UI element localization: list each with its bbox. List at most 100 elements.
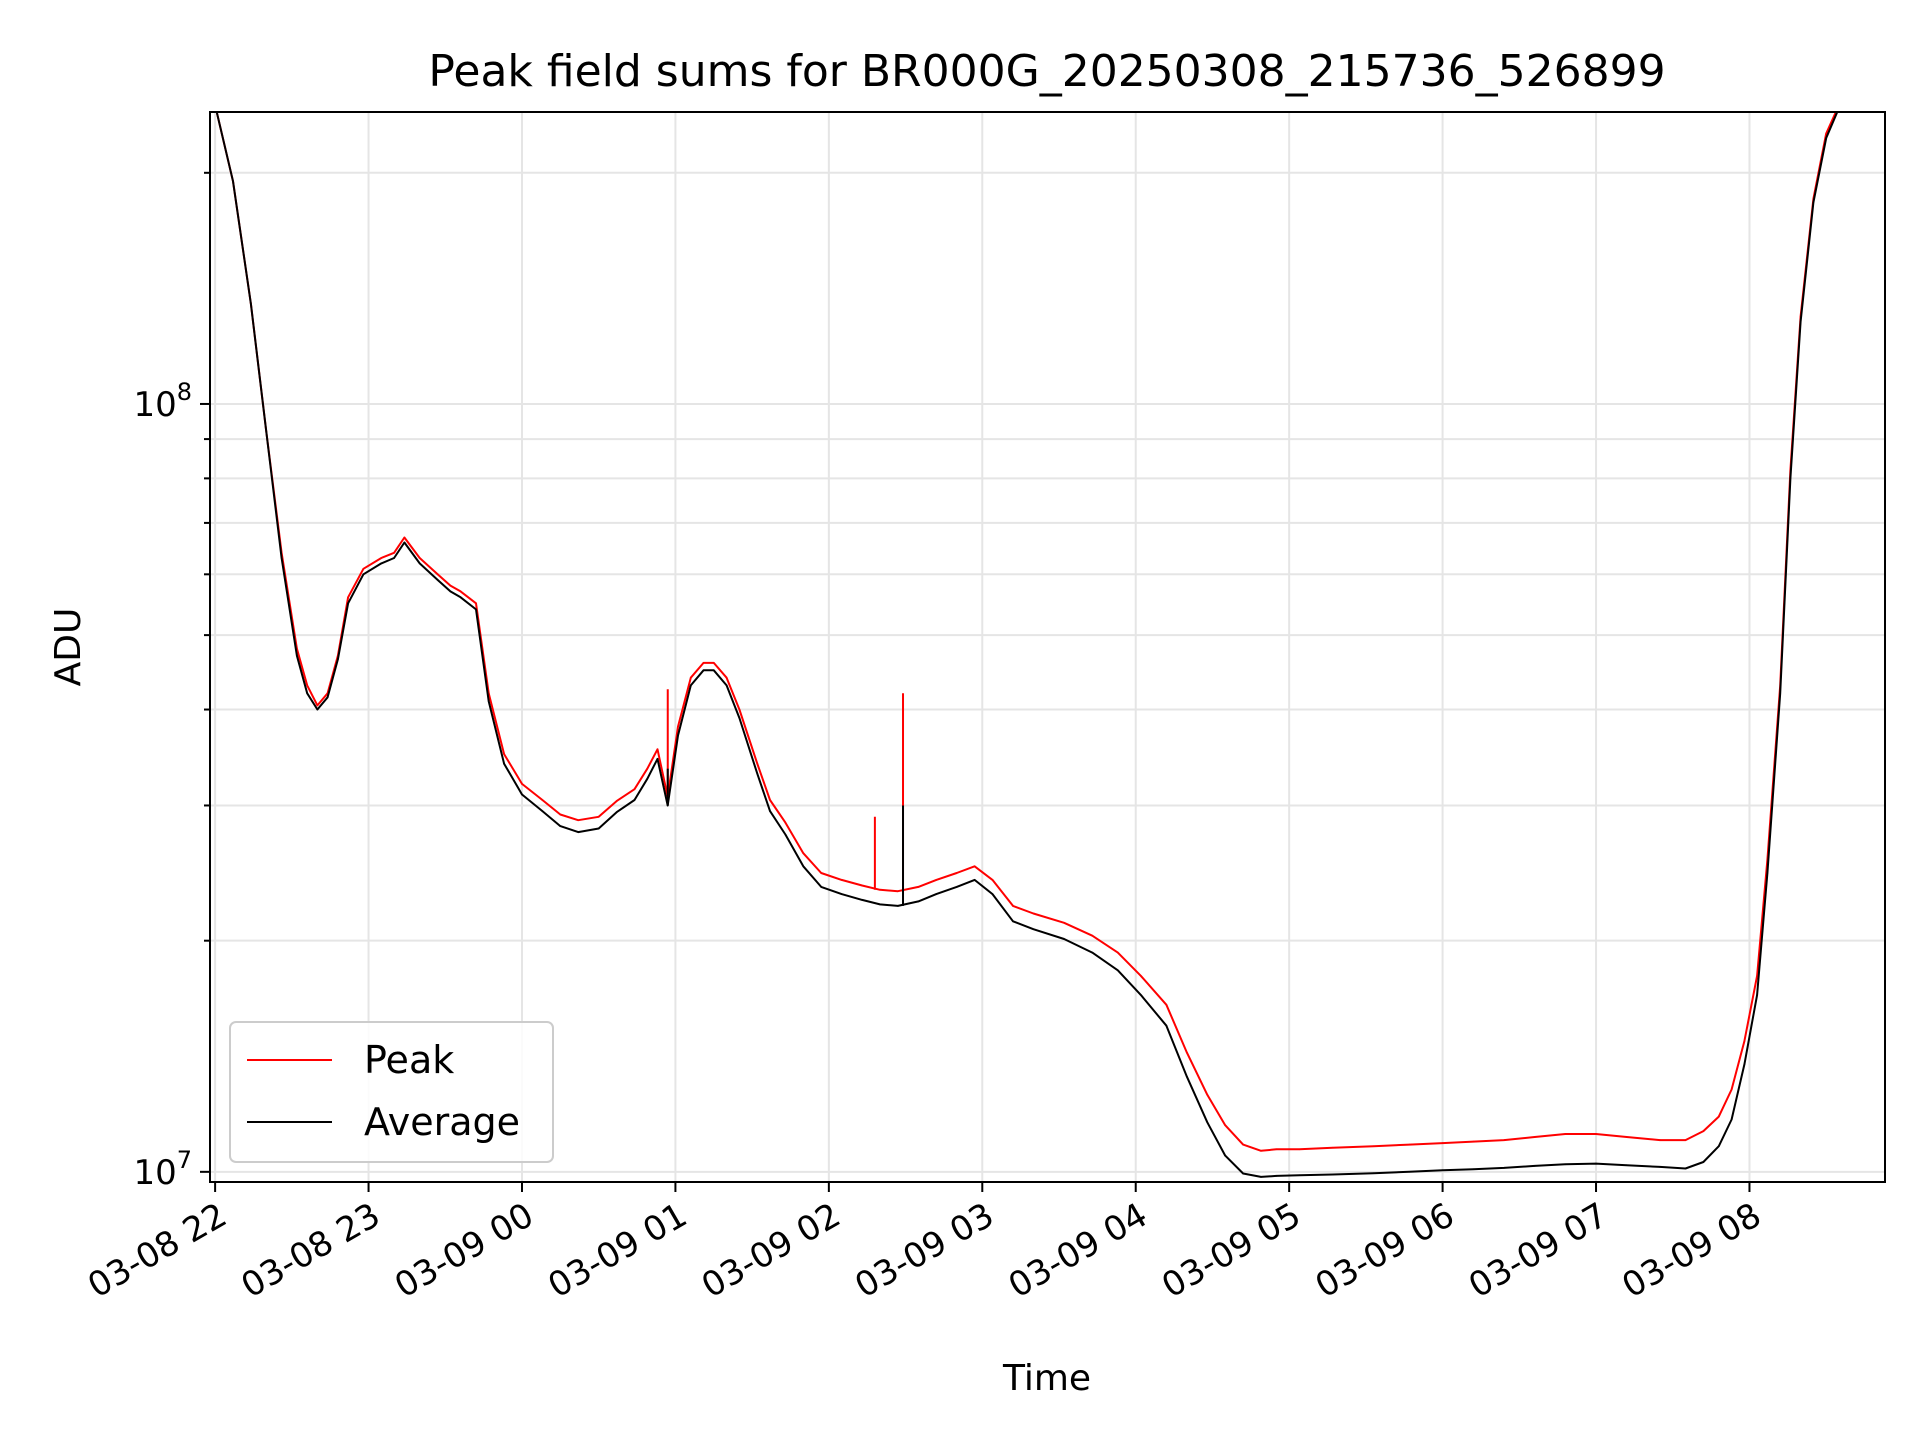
data-point-peak	[677, 725, 679, 728]
data-point-peak	[633, 788, 636, 790]
data-point-average	[769, 810, 771, 812]
data-point-peak	[380, 557, 383, 559]
data-point-average	[784, 833, 787, 836]
data-point-peak	[1472, 1140, 1475, 1143]
data-point-average	[725, 684, 728, 687]
data-point-peak	[1260, 1150, 1262, 1152]
data-point-average	[232, 180, 234, 182]
data-point-average	[1408, 1171, 1411, 1173]
data-point-peak	[615, 800, 618, 802]
data-point-peak	[1331, 1146, 1334, 1149]
data-point-peak	[436, 573, 439, 576]
data-point-average	[1812, 201, 1815, 204]
data-point-average	[1140, 994, 1142, 996]
data-point-average	[656, 758, 659, 760]
data-point-peak	[973, 865, 976, 868]
data-point-average	[1730, 1118, 1733, 1121]
data-point-peak	[738, 708, 741, 711]
data-point-peak	[1595, 1133, 1597, 1135]
data-point-average	[738, 717, 741, 719]
data-point-average	[615, 811, 618, 813]
data-point-average	[1063, 938, 1065, 940]
data-point-peak	[1684, 1139, 1687, 1141]
y-tick-base: 10	[133, 1153, 176, 1193]
data-point-average	[840, 893, 843, 895]
data-point-peak	[1091, 934, 1094, 937]
y-tick-label: 107	[133, 1146, 192, 1193]
data-point-peak	[1659, 1139, 1661, 1141]
data-point-peak	[1533, 1136, 1536, 1138]
data-point-peak	[1730, 1088, 1733, 1091]
data-point-average	[802, 865, 805, 868]
data-point-average	[1275, 1175, 1278, 1177]
data-point-average	[459, 596, 462, 599]
data-point-peak	[1625, 1136, 1628, 1138]
legend-box	[229, 1021, 554, 1163]
data-point-average	[820, 886, 822, 888]
data-point-average	[380, 562, 383, 565]
data-point-average	[1242, 1172, 1244, 1175]
y-tick-exponent: 7	[177, 1146, 192, 1174]
data-point-peak	[393, 552, 395, 554]
data-point-average	[577, 831, 579, 833]
data-point-average	[677, 734, 679, 737]
data-point-average	[646, 778, 649, 780]
grid	[210, 112, 1885, 1182]
data-point-peak	[1503, 1139, 1505, 1141]
data-point-average	[475, 608, 477, 611]
data-point-peak	[1718, 1115, 1720, 1118]
data-point-peak	[597, 816, 600, 818]
data-point-peak	[449, 584, 452, 587]
data-point-average	[418, 562, 421, 565]
data-point-peak	[646, 767, 649, 770]
data-point-peak	[879, 889, 881, 891]
data-point-average	[521, 793, 523, 796]
plot-frame	[209, 111, 1886, 1183]
data-point-peak	[1408, 1143, 1411, 1146]
data-point-average	[713, 669, 715, 672]
data-point-average	[1779, 692, 1781, 695]
data-point-average	[265, 431, 268, 433]
data-point-peak	[991, 879, 994, 881]
data-point-average	[1799, 320, 1802, 323]
data-point-average	[1224, 1154, 1226, 1157]
data-point-peak	[897, 890, 899, 892]
data-point-average	[1298, 1174, 1301, 1176]
data-point-average	[541, 810, 544, 812]
data-point-average	[1825, 137, 1827, 139]
data-point-peak	[656, 748, 659, 751]
data-point-average	[1756, 994, 1758, 996]
data-point-peak	[503, 753, 505, 755]
data-point-average	[1743, 1063, 1746, 1066]
series-layer	[215, 112, 1839, 1178]
data-point-average	[597, 827, 600, 830]
data-point-average	[897, 905, 899, 907]
data-point-average	[1032, 928, 1035, 930]
data-point-peak	[1117, 951, 1119, 954]
data-point-average	[917, 900, 920, 903]
data-point-peak	[1743, 1040, 1746, 1042]
data-point-peak	[306, 684, 309, 687]
data-point-average	[306, 692, 309, 695]
data-point-average	[1564, 1163, 1567, 1166]
data-point-peak	[1298, 1148, 1301, 1151]
data-point-peak	[1275, 1148, 1278, 1151]
data-point-average	[296, 654, 298, 657]
data-point-average	[861, 899, 863, 901]
data-point-average	[1684, 1167, 1687, 1170]
data-point-average	[503, 762, 505, 765]
data-point-peak	[702, 662, 705, 664]
data-point-peak	[541, 799, 544, 801]
y-tick-base: 10	[133, 385, 176, 425]
data-point-peak	[347, 596, 349, 599]
data-point-average	[1091, 951, 1094, 954]
data-point-average	[337, 658, 339, 661]
data-point-average	[1372, 1172, 1375, 1174]
data-point-average	[1533, 1165, 1536, 1167]
data-point-peak	[861, 884, 863, 887]
data-point-peak	[917, 886, 920, 888]
data-point-average	[1441, 1169, 1444, 1171]
